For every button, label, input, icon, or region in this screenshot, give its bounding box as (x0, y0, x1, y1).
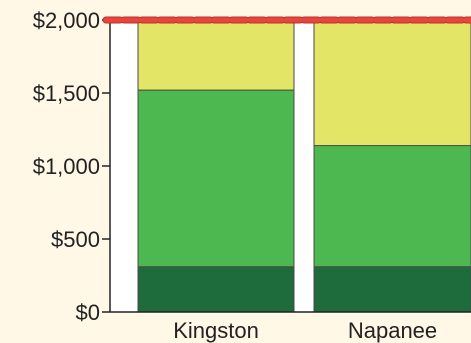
x-axis: Kingston Napanee (110, 311, 471, 343)
bar-segment-kingston-0 (137, 266, 295, 313)
y-tick-label: $1,000 (33, 154, 100, 179)
y-tick-label: $1,500 (33, 81, 100, 106)
bar-segment-napanee-2 (313, 19, 471, 147)
bar-segment-napanee-1 (313, 145, 471, 268)
y-axis: $0 $500 $1,000 $1,500 $2,000 (33, 8, 111, 325)
y-tick-label: $0 (76, 300, 100, 325)
x-category-label: Kingston (173, 318, 259, 343)
bar-segment-kingston-1 (137, 89, 295, 268)
bar-segment-kingston-2 (137, 19, 295, 91)
y-tick-label: $2,000 (33, 8, 100, 33)
y-tick-label: $500 (51, 227, 100, 252)
bar-segment-napanee-0 (313, 266, 471, 313)
x-category-label: Napanee (348, 318, 437, 343)
bars-group (137, 19, 471, 313)
